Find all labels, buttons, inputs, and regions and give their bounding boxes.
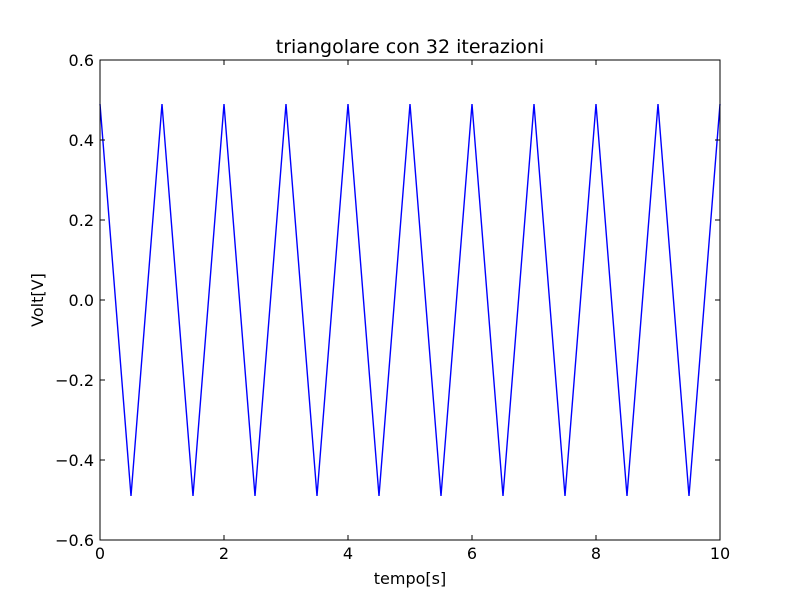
x-tick-label: 2 (219, 544, 229, 563)
plot-background (100, 60, 720, 540)
x-tick-label: 10 (710, 544, 730, 563)
x-tick-label: 0 (95, 544, 105, 563)
y-tick-label: 0.0 (69, 291, 94, 310)
series-line-0 (99, 103, 721, 497)
y-tick-label: −0.4 (55, 451, 94, 470)
plot-area (99, 59, 721, 541)
x-axis-label: tempo[s] (374, 569, 446, 588)
y-tick-label: 0.6 (69, 51, 94, 70)
y-tick-label: 0.2 (69, 211, 94, 230)
x-tick-label: 8 (591, 544, 601, 563)
y-axis-label: Volt[V] (28, 273, 47, 327)
x-tick-label: 4 (343, 544, 353, 563)
chart-title: triangolare con 32 iterazioni (276, 36, 544, 58)
y-tick-label: 0.4 (69, 131, 94, 150)
y-tick-label: −0.6 (55, 531, 94, 550)
plot-frame (99, 59, 721, 541)
x-tick-label: 6 (467, 544, 477, 563)
series-layer (99, 103, 721, 497)
y-tick-label: −0.2 (55, 371, 94, 390)
tick-labels-layer: 0 2 4 6 8 10 −0.6 −0.4 −0.2 0.0 0.2 0.4 0.6 (55, 51, 730, 563)
